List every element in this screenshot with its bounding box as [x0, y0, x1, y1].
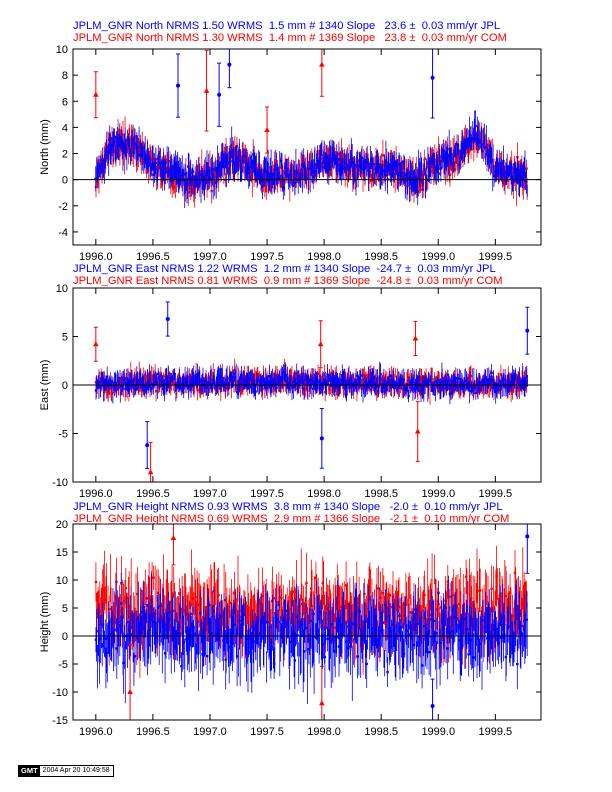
- x-tick-label: 1996.5: [136, 488, 170, 500]
- x-tick-label: 1997.0: [193, 488, 227, 500]
- x-tick-label: 1997.5: [250, 488, 284, 500]
- north-com-stats: JPLM_GNR North NRMS 1.30 WRMS 1.4 mm # 1…: [73, 32, 507, 44]
- jpl-series: [94, 572, 528, 704]
- gmt-logo: GMT: [19, 766, 40, 776]
- gmt-timestamp-badge: GMT 2004 Apr 20 10:49:58: [18, 765, 114, 777]
- x-tick-label: 1998.0: [307, 726, 341, 738]
- y-tick-label: -5: [58, 429, 68, 441]
- outlier-point: [414, 428, 421, 434]
- outlier-point: [176, 83, 181, 88]
- outlier-point: [203, 87, 210, 93]
- plot-area: [93, 301, 530, 482]
- jpl-series: [94, 110, 528, 208]
- x-tick-label: 1996.5: [136, 251, 170, 263]
- jpl-error-bars: [95, 572, 528, 704]
- x-tick-label: 1999.5: [479, 726, 513, 738]
- y-tick-label: -10: [52, 687, 68, 699]
- outlier-point: [93, 91, 99, 97]
- outlier-point: [319, 436, 324, 441]
- jpl-error-bars: [95, 361, 528, 405]
- x-tick-label: 1999.0: [421, 251, 455, 263]
- y-tick-label: 15: [56, 547, 68, 559]
- plot-timestamp: 2004 Apr 20 10:49:58: [42, 767, 110, 774]
- y-tick-label: 5: [62, 603, 68, 615]
- height-com-stats: JPLM_GNR Height NRMS 0.69 WRMS 2.9 mm # …: [73, 513, 510, 525]
- height-jpl-stats: JPLM_GNR Height NRMS 0.93 WRMS 3.8 mm # …: [73, 501, 503, 513]
- y-tick-label: 6: [62, 96, 68, 108]
- y-tick-label: 8: [62, 70, 68, 82]
- outlier-point: [264, 127, 270, 133]
- y-tick-label: 20: [56, 519, 68, 531]
- north-jpl-stats: JPLM_GNR North NRMS 1.50 WRMS 1.5 mm # 1…: [73, 20, 501, 32]
- x-tick-label: 1996.0: [79, 726, 113, 738]
- outlier-point: [430, 75, 435, 80]
- x-tick-label: 1997.0: [193, 251, 227, 263]
- y-axis-label: Height (mm): [39, 592, 51, 653]
- north-panel: 10 8 6 4 2 0 -2 -4 1996.0 1996.5 1997.0 1997.5 1998.…: [39, 44, 542, 263]
- outlier-point: [317, 341, 324, 347]
- x-tick-label: 1999.0: [421, 488, 455, 500]
- y-tick-label: 5: [62, 332, 68, 344]
- outlier-point: [170, 535, 177, 540]
- y-tick-label: 10: [56, 283, 68, 295]
- outlier-point: [217, 92, 222, 97]
- x-tick-label: 1999.5: [479, 251, 513, 263]
- outlier-point: [525, 534, 530, 539]
- outlier-point: [227, 62, 232, 67]
- y-tick-label: -5: [58, 659, 68, 671]
- outlier-point: [93, 341, 99, 347]
- y-tick-label: -10: [52, 477, 68, 489]
- x-tick-label: 1999.0: [421, 726, 455, 738]
- outlier-point: [165, 317, 170, 322]
- y-tick-label: 0: [62, 380, 68, 392]
- outlier-point: [430, 704, 435, 708]
- plot-frame: [72, 523, 542, 721]
- outlier-point: [147, 469, 154, 475]
- outlier-point: [525, 328, 530, 333]
- y-tick-label: -4: [58, 227, 68, 239]
- east-jpl-stats: JPLM_GNR East NRMS 1.22 WRMS 1.2 mm # 13…: [73, 263, 496, 275]
- x-tick-label: 1996.0: [79, 488, 113, 500]
- x-tick-label: 1998.5: [364, 251, 398, 263]
- y-tick-label: 0: [62, 175, 68, 187]
- x-tick-label: 1997.5: [250, 726, 284, 738]
- x-tick-label: 1998.5: [364, 726, 398, 738]
- x-tick-label: 1997.5: [250, 251, 284, 263]
- x-tick-label: 1997.0: [193, 726, 227, 738]
- outlier-point: [319, 700, 325, 706]
- y-tick-label: -2: [58, 201, 68, 213]
- height-panel: 20 15 10 5 0 -5 -10 -15 1996.0 1996.5 1997.0 1997.5…: [39, 519, 542, 738]
- y-tick-label: 10: [56, 575, 68, 587]
- plot-area: [93, 49, 528, 208]
- jpl-series: [94, 361, 528, 405]
- plot-area: [94, 524, 530, 720]
- x-tick-label: 1998.0: [307, 251, 341, 263]
- jpl-error-bars: [95, 110, 528, 208]
- y-tick-label: -15: [52, 715, 68, 727]
- outlier-point: [145, 443, 150, 448]
- y-axis-label: East (mm): [39, 360, 51, 411]
- east-panel: 10 5 0 -5 -10 1996.0 1996.5 1997.0 1997.5 1998.0 1…: [39, 283, 542, 500]
- outlier-point: [412, 335, 419, 341]
- x-tick-label: 1996.5: [136, 726, 170, 738]
- x-tick-label: 1998.0: [307, 488, 341, 500]
- x-tick-label: 1996.0: [79, 251, 113, 263]
- y-tick-label: 0: [62, 631, 68, 643]
- y-tick-label: 4: [62, 122, 68, 134]
- y-tick-label: 2: [62, 149, 68, 161]
- east-com-stats: JPLM_GNR East NRMS 0.81 WRMS 0.9 mm # 13…: [73, 275, 503, 287]
- x-tick-label: 1999.5: [479, 488, 513, 500]
- x-tick-label: 1998.5: [364, 488, 398, 500]
- y-axis-label: North (mm): [39, 119, 51, 175]
- plot-frame: [72, 48, 542, 246]
- y-tick-label: 10: [56, 44, 68, 56]
- outlier-point: [319, 61, 325, 67]
- outlier-point: [127, 689, 133, 694]
